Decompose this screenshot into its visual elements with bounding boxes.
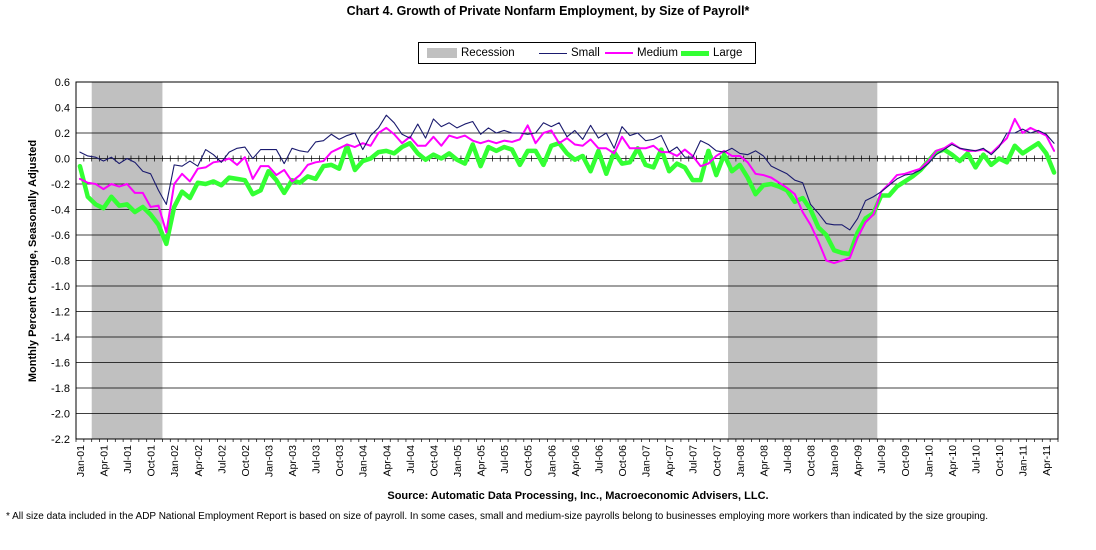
legend-label-small: Small (571, 47, 600, 59)
x-tick-label: Apr-08 (758, 445, 770, 477)
legend-label-medium: Medium (637, 47, 678, 59)
legend-item-recession: Recession (427, 45, 515, 61)
x-tick-label: Jan-03 (263, 445, 275, 477)
x-tick-label: Jul-06 (593, 445, 605, 474)
y-tick-label: -1.2 (51, 307, 70, 319)
legend-item-medium: Medium (605, 45, 678, 61)
y-tick-label: -0.4 (51, 205, 70, 217)
x-tick-label: Oct-05 (523, 445, 535, 477)
source-note: Source: Automatic Data Processing, Inc.,… (387, 490, 769, 502)
legend-swatch-recession (427, 48, 457, 58)
x-tick-label: Oct-07 (711, 445, 723, 477)
x-tick-label: Jul-10 (971, 445, 983, 474)
legend: Recession Small Medium Large (418, 42, 756, 64)
x-tick-label: Oct-09 (900, 445, 912, 477)
x-tick-label: Apr-07 (664, 445, 676, 477)
legend-item-small: Small (539, 45, 600, 61)
x-tick-label: Jul-04 (405, 445, 417, 474)
x-tick-label: Jan-10 (923, 445, 935, 477)
x-tick-label: Jan-02 (169, 445, 181, 477)
y-tick-label: -1.4 (51, 332, 70, 344)
x-tick-label: Jan-07 (641, 445, 653, 477)
legend-swatch-small (539, 52, 567, 54)
y-tick-label: 0.0 (55, 154, 70, 166)
y-tick-label: -1.0 (51, 281, 70, 293)
x-tick-label: Apr-10 (947, 445, 959, 477)
y-tick-label: -1.8 (51, 383, 70, 395)
x-tick-label: Oct-08 (806, 445, 818, 477)
legend-swatch-medium (605, 52, 633, 54)
x-tick-label: Oct-02 (240, 445, 252, 477)
x-tick-label: Jan-09 (829, 445, 841, 477)
legend-label-large: Large (713, 47, 743, 59)
legend-item-large: Large (681, 45, 742, 61)
x-tick-label: Jul-07 (688, 445, 700, 474)
x-tick-label: Oct-03 (334, 445, 346, 477)
plot-border (75, 81, 1059, 440)
x-tick-label: Jan-05 (452, 445, 464, 477)
x-tick-label: Apr-04 (381, 445, 393, 477)
x-tick-label: Jan-11 (1018, 445, 1030, 476)
chart-title: Chart 4. Growth of Private Nonfarm Emplo… (346, 4, 750, 18)
x-tick-label: Apr-06 (570, 445, 582, 477)
x-tick-label: Oct-04 (428, 445, 440, 477)
y-tick-label: -2.2 (51, 434, 70, 446)
x-tick-label: Jan-08 (735, 445, 747, 477)
x-tick-label: Oct-10 (994, 445, 1006, 477)
x-tick-label: Jul-01 (122, 445, 134, 474)
x-tick-label: Apr-09 (853, 445, 865, 477)
y-tick-label: -0.6 (51, 230, 70, 242)
series-line-small (79, 114, 1055, 231)
y-tick-label: 0.4 (55, 103, 70, 115)
x-tick-label: Jan-04 (358, 445, 370, 477)
y-tick-label: -2.0 (51, 409, 70, 421)
y-tick-label: -0.2 (51, 179, 70, 191)
x-tick-label: Apr-11 (1041, 445, 1053, 476)
x-tick-label: Jul-08 (782, 445, 794, 474)
x-tick-label: Oct-01 (146, 445, 158, 477)
x-tick-label: Jul-05 (499, 445, 511, 474)
y-tick-label: -0.8 (51, 256, 70, 268)
x-tick-label: Jul-02 (216, 445, 228, 474)
x-tick-label: Oct-06 (617, 445, 629, 477)
footnote: * All size data included in the ADP Nati… (6, 511, 988, 522)
y-tick-label: -1.6 (51, 358, 70, 370)
x-tick-label: Jan-01 (75, 445, 87, 477)
series-line-large (77, 140, 1057, 257)
series-line-medium (78, 117, 1056, 265)
legend-label-recession: Recession (461, 47, 515, 59)
x-tick-label: Jan-06 (546, 445, 558, 477)
y-tick-label: 0.2 (55, 128, 70, 140)
x-tick-label: Apr-03 (287, 445, 299, 477)
x-tick-label: Jul-03 (311, 445, 323, 474)
legend-swatch-large (681, 50, 709, 56)
x-tick-label: Apr-05 (476, 445, 488, 477)
x-tick-label: Apr-02 (193, 445, 205, 477)
x-tick-label: Apr-01 (98, 445, 110, 477)
x-tick-label: Jul-09 (876, 445, 888, 474)
y-tick-label: 0.6 (55, 77, 70, 89)
